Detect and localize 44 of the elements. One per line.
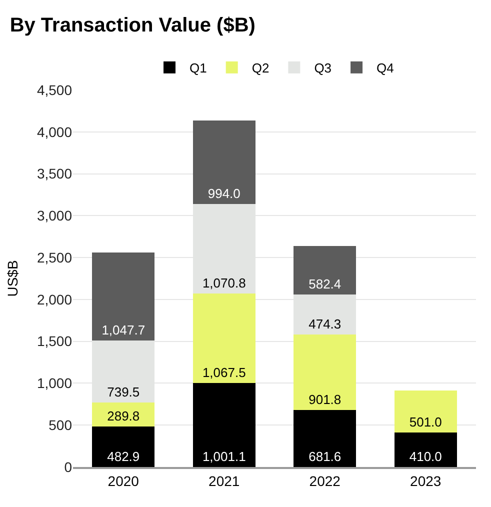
bar [92,426,155,467]
bar [192,120,256,204]
data-label: 1,067.5 [202,365,246,380]
data-label: 681.6 [308,449,342,464]
x-tick-label: 2023 [410,472,442,489]
y-tick-label: 1,500 [36,333,72,350]
y-tick-label: 4,000 [36,124,72,140]
legend-label: Q4 [376,60,394,76]
bar [294,334,356,410]
y-tick-label: 2,500 [36,249,72,266]
data-label: 739.5 [107,384,140,400]
data-label: 901.8 [308,392,342,407]
data-label: 482.9 [107,449,140,464]
y-tick-label: 1,000 [36,375,72,392]
bar [294,410,356,467]
data-label: 289.8 [107,408,140,424]
data-label: 582.4 [308,276,342,292]
data-label: 994.0 [208,186,240,201]
y-tick-label: 500 [48,417,72,434]
data-label: 474.3 [308,316,342,332]
data-label: 1,001.1 [202,449,246,464]
y-tick-label: 2,000 [36,291,72,308]
data-label: 410.0 [409,449,442,464]
y-tick-label: 3,000 [36,208,72,224]
legend-label: Q3 [314,60,332,76]
bar [394,432,457,467]
x-tick-label: 2022 [309,472,341,489]
data-label: 1,070.8 [202,276,246,291]
chart-title: By Transaction Value ($B) [10,14,256,37]
bar [294,246,356,295]
bar [394,390,457,433]
bar [192,294,256,384]
legend-label: Q2 [252,60,270,76]
legend-label: Q1 [190,60,207,76]
data-label: 501.0 [409,414,442,430]
y-axis-title: US$B [4,260,21,297]
y-tick-label: 3,500 [36,166,72,182]
data-label: 1,047.7 [102,322,146,338]
y-tick-label: 0 [64,458,72,475]
bar [192,383,256,467]
x-tick-label: 2021 [208,472,240,489]
y-tick-label: 4,500 [36,82,72,98]
x-tick-label: 2020 [108,472,140,489]
bar [92,252,155,340]
